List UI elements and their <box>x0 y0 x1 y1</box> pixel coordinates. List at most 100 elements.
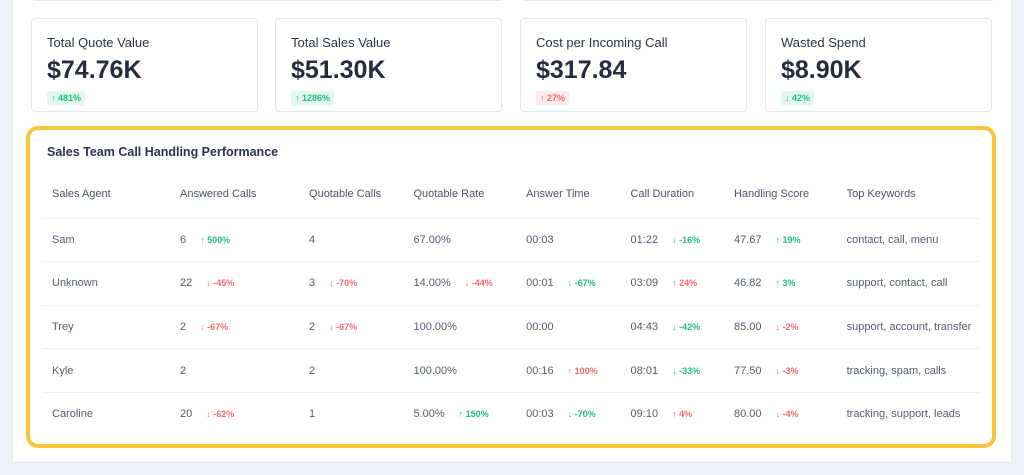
delta-text: -70% <box>574 409 596 420</box>
cell-value: support, contact, call <box>846 277 948 290</box>
arrow-up-icon: ↑ <box>540 93 548 103</box>
arrow-down-icon: ↓ <box>672 234 680 245</box>
cell-value: Kyle <box>52 364 74 377</box>
cell-value: 2 <box>309 364 316 377</box>
column-header[interactable]: Call Duration <box>620 170 724 219</box>
kpi-delta-text: 42% <box>792 93 811 103</box>
delta-indicator: ↓ -4% <box>775 409 798 419</box>
table-cell: 00:03 <box>516 218 621 263</box>
kpi-delta-badge: ↑ 1286% <box>291 91 335 105</box>
cell-value: 85.00 <box>733 320 762 333</box>
delta-text: 500% <box>207 234 231 245</box>
delta-indicator: ↓ -16% <box>672 235 700 245</box>
table-cell: 2 ↓ -67% <box>170 305 300 350</box>
table-cell: 85.00 ↓ -2% <box>723 305 837 350</box>
cell-value: 77.50 <box>733 364 762 377</box>
table-cell: 2 ↓ -67% <box>299 305 404 350</box>
cell-value: 14.00% <box>413 277 451 290</box>
delta-text: -2% <box>782 321 799 332</box>
section-title: Sales Team Call Handling Performance <box>47 145 279 159</box>
delta-text: -16% <box>679 234 701 245</box>
delta-indicator: ↓ -45% <box>206 278 234 288</box>
delta-indicator: ↓ -70% <box>329 278 357 288</box>
cell-value: 03:09 <box>630 277 659 290</box>
table-cell: 22 ↓ -45% <box>170 261 300 306</box>
column-header[interactable]: Handling Score <box>723 170 837 219</box>
arrow-down-icon: ↓ <box>200 321 208 332</box>
column-header[interactable]: Quotable Calls <box>299 170 404 219</box>
table-cell: 47.67 ↑ 19% <box>723 218 837 263</box>
top-card-edge <box>521 0 994 1</box>
cell-value: 2 <box>309 320 316 333</box>
performance-table: Sales Agent Answered Calls Quotable Calls Q… <box>42 170 980 436</box>
cell-value: 6 <box>180 233 187 246</box>
kpi-delta-text: 27% <box>547 93 566 103</box>
table-cell: 80.00 ↓ -4% <box>724 392 837 436</box>
arrow-up-icon: ↑ <box>458 409 466 420</box>
delta-text: -42% <box>679 321 701 332</box>
kpi-label: Total Quote Value <box>47 35 150 50</box>
table-cell: 2 <box>299 348 404 393</box>
column-header[interactable]: Answered Calls <box>170 170 300 219</box>
kpi-card: Cost per Incoming Call $317.84 ↑ 27% <box>520 18 747 112</box>
column-header[interactable]: Sales Agent <box>42 170 170 219</box>
arrow-down-icon: ↓ <box>775 409 783 420</box>
arrow-up-icon: ↑ <box>672 278 680 289</box>
arrow-up-icon: ↑ <box>51 93 59 103</box>
delta-indicator: ↑ 4% <box>672 409 692 419</box>
table-cell: 14.00% ↓ -44% <box>403 261 517 306</box>
table-row: Trey 2 ↓ -67% 2 ↓ -67% 100.00% 00:00 04:43 ↓ -42… <box>42 305 980 350</box>
delta-indicator: ↓ -2% <box>775 322 798 332</box>
cell-value: 00:16 <box>526 364 554 377</box>
cell-value: 22 <box>180 277 193 290</box>
delta-text: 100% <box>574 365 598 376</box>
delta-text: -62% <box>213 409 235 420</box>
cell-value: 00:03 <box>526 233 554 246</box>
table-cell: 1 <box>299 392 403 436</box>
kpi-card: Wasted Spend $8.90K ↓ 42% <box>765 18 992 112</box>
call-handling-performance-section: Sales Team Call Handling Performance Sal… <box>26 126 996 448</box>
delta-text: -70% <box>336 278 358 289</box>
table-row: Unknown 22 ↓ -45% 3 ↓ -70% 14.00% ↓ -44% 00:01 ↓… <box>42 261 980 306</box>
kpi-delta-badge: ↑ 27% <box>536 91 570 105</box>
delta-text: -67% <box>336 321 358 332</box>
cell-value: Caroline <box>52 408 93 421</box>
delta-text: -33% <box>679 365 701 376</box>
kpi-label: Total Sales Value <box>291 35 391 50</box>
delta-indicator: ↓ -42% <box>672 322 700 332</box>
table-cell: 04:43 ↓ -42% <box>620 305 724 350</box>
table-row: Caroline 20 ↓ -62% 1 5.00% ↑ 150% 00:03 ↓ -70% 0… <box>42 392 980 436</box>
arrow-down-icon: ↓ <box>206 409 214 420</box>
kpi-label: Wasted Spend <box>781 35 866 50</box>
delta-indicator: ↓ -67% <box>200 322 228 332</box>
table-cell: 100.00% <box>403 348 517 393</box>
arrow-down-icon: ↓ <box>329 321 337 332</box>
table-cell: 08:01 ↓ -33% <box>620 348 724 393</box>
top-card-edge <box>31 0 504 1</box>
table-row: Sam 6 ↑ 500% 4 67.00% 00:03 01:22 ↓ -16% 47.67 ↑ … <box>42 218 980 263</box>
cell-value: Trey <box>52 320 74 333</box>
table-cell: support, account, transfer <box>836 305 980 350</box>
arrow-up-icon: ↑ <box>200 234 208 245</box>
table-cell: 4 <box>299 218 404 263</box>
delta-indicator: ↑ 19% <box>775 235 800 245</box>
column-header[interactable]: Answer Time <box>516 170 621 219</box>
delta-text: -44% <box>471 278 493 289</box>
table-cell: 77.50 ↓ -3% <box>723 348 837 393</box>
delta-indicator: ↓ -44% <box>465 278 493 288</box>
table-cell: 03:09 ↑ 24% <box>620 261 724 306</box>
column-header[interactable]: Top Keywords <box>836 170 980 219</box>
delta-text: 4% <box>679 409 693 420</box>
table-cell: 2 <box>170 348 300 393</box>
arrow-down-icon: ↓ <box>206 278 214 289</box>
delta-indicator: ↑ 500% <box>200 235 230 245</box>
delta-text: -67% <box>207 321 229 332</box>
table-cell: 00:01 ↓ -67% <box>516 261 621 306</box>
cell-value: 04:43 <box>630 320 659 333</box>
arrow-up-icon: ↑ <box>775 278 783 289</box>
delta-text: -67% <box>574 278 596 289</box>
cell-value: 00:03 <box>526 408 554 421</box>
table-cell: Caroline <box>42 392 170 436</box>
column-header[interactable]: Quotable Rate <box>403 170 517 219</box>
cell-value: 4 <box>309 233 316 246</box>
